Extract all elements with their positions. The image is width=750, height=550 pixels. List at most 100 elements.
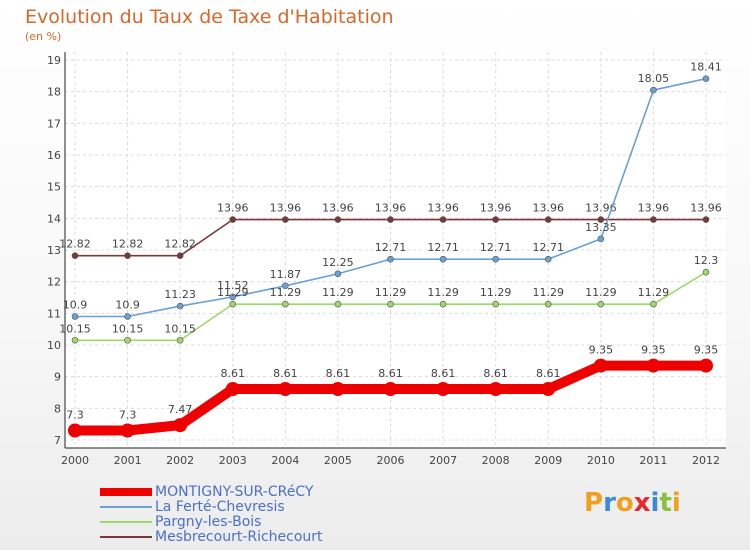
legend-item-mesbrecourt: Mesbrecourt-Richecourt [100, 529, 323, 545]
data-point [597, 216, 605, 223]
data-label: 13.96 [690, 202, 722, 215]
data-point [699, 358, 713, 373]
line-chart: 7 8 9 10 11 12 13 14 15 16 17 18 19 2000 2001 2002 2003 2… [47, 52, 726, 467]
data-label: 10.9 [115, 299, 140, 312]
data-label: 7.3 [119, 409, 137, 422]
data-label: 10.15 [112, 322, 144, 335]
data-label: 13.96 [270, 202, 302, 215]
legend-label-montigny: MONTIGNY-SUR-CRéCY [155, 483, 314, 500]
data-point [282, 216, 289, 223]
unit-label: (en %) [25, 30, 62, 43]
data-label: 12.3 [694, 254, 719, 267]
data-point [120, 423, 135, 438]
data-point [492, 300, 499, 308]
x-tick-label: 2012 [692, 454, 720, 467]
legend-item-montigny: MONTIGNY-SUR-CRéCY [100, 483, 323, 500]
y-tick-label: 8 [54, 402, 61, 415]
data-label: 13.96 [427, 202, 459, 215]
data-point [124, 336, 131, 344]
x-tick-label: 2005 [324, 454, 352, 467]
y-tick-label: 12 [47, 276, 61, 289]
logo-letter: t [659, 488, 672, 518]
data-point [282, 282, 289, 290]
data-label: 9.35 [694, 344, 719, 357]
y-tick-label: 17 [47, 117, 61, 130]
x-tick-label: 2001 [114, 454, 142, 467]
data-label: 12.71 [427, 241, 459, 254]
data-label: 9.35 [589, 344, 614, 357]
x-tick-label: 2011 [639, 454, 667, 467]
data-label: 18.05 [638, 72, 670, 85]
data-label: 8.61 [431, 367, 456, 380]
legend-label-la-ferte: La Ferté-Chevresis [155, 498, 285, 515]
proxiti-logo: Proxiti [584, 488, 681, 518]
data-label: 18.41 [690, 61, 722, 74]
data-point [439, 300, 447, 308]
data-point [383, 382, 398, 397]
data-point [71, 336, 79, 344]
x-tick-label: 2002 [166, 454, 194, 467]
y-tick-label: 19 [47, 54, 61, 67]
legend-item-pargny: Pargny-les-Bois [100, 513, 323, 530]
legend: MONTIGNY-SUR-CRéCY La Ferté-Chevresis Pa… [100, 483, 323, 545]
data-point [229, 293, 237, 301]
data-point [544, 255, 552, 263]
data-point [488, 382, 503, 397]
data-label: 10.15 [59, 322, 91, 335]
x-tick-label: 2008 [482, 454, 510, 467]
data-label: 12.71 [480, 241, 512, 254]
data-point [71, 252, 79, 259]
data-label: 7.47 [168, 403, 193, 416]
legend-label-pargny: Pargny-les-Bois [155, 513, 262, 530]
data-point [387, 300, 394, 308]
logo-letter: P [584, 488, 604, 518]
x-tick-label: 2009 [534, 454, 562, 467]
data-point [334, 300, 342, 308]
data-label: 11.29 [480, 286, 512, 299]
x-tick-label: 2004 [271, 454, 299, 467]
data-point [330, 382, 345, 397]
data-point [68, 423, 82, 438]
x-tick-label: 2006 [377, 454, 405, 467]
data-point [702, 75, 710, 82]
data-point [176, 252, 184, 259]
data-point [229, 300, 237, 308]
data-point [650, 86, 657, 94]
data-label: 13.96 [638, 202, 670, 215]
data-point [646, 358, 661, 373]
data-label: 11.29 [638, 286, 670, 299]
data-point [71, 313, 79, 320]
data-point [436, 382, 451, 397]
legend-item-la-ferte: La Ferté-Chevresis [100, 498, 323, 515]
data-label: 8.61 [221, 367, 246, 380]
data-point [439, 255, 447, 263]
data-label: 8.61 [273, 367, 298, 380]
y-tick-label: 11 [47, 307, 61, 320]
x-tick-label: 2003 [219, 454, 247, 467]
data-point [439, 216, 447, 223]
data-label: 8.61 [326, 367, 351, 380]
data-label: 13.96 [480, 202, 512, 215]
data-point [492, 216, 499, 223]
data-label: 11.29 [585, 286, 617, 299]
data-point [225, 382, 240, 397]
data-point [541, 382, 556, 397]
logo-letter: x [633, 488, 651, 518]
data-label: 12.82 [112, 238, 144, 251]
data-point [492, 255, 499, 263]
y-tick-label: 7 [54, 434, 61, 447]
data-label: 10.15 [164, 322, 196, 335]
logo-letter: r [603, 488, 616, 518]
data-label: 12.82 [164, 238, 196, 251]
legend-swatch-montigny [100, 487, 152, 496]
data-label: 13.35 [585, 221, 617, 234]
data-label: 8.61 [378, 367, 403, 380]
data-label: 13.96 [585, 202, 617, 215]
data-label: 13.96 [375, 202, 407, 215]
data-label: 11.29 [217, 286, 249, 299]
data-label: 12.71 [533, 241, 565, 254]
data-point [334, 216, 342, 223]
y-tick-label: 10 [47, 339, 61, 352]
data-label: 11.29 [533, 286, 565, 299]
